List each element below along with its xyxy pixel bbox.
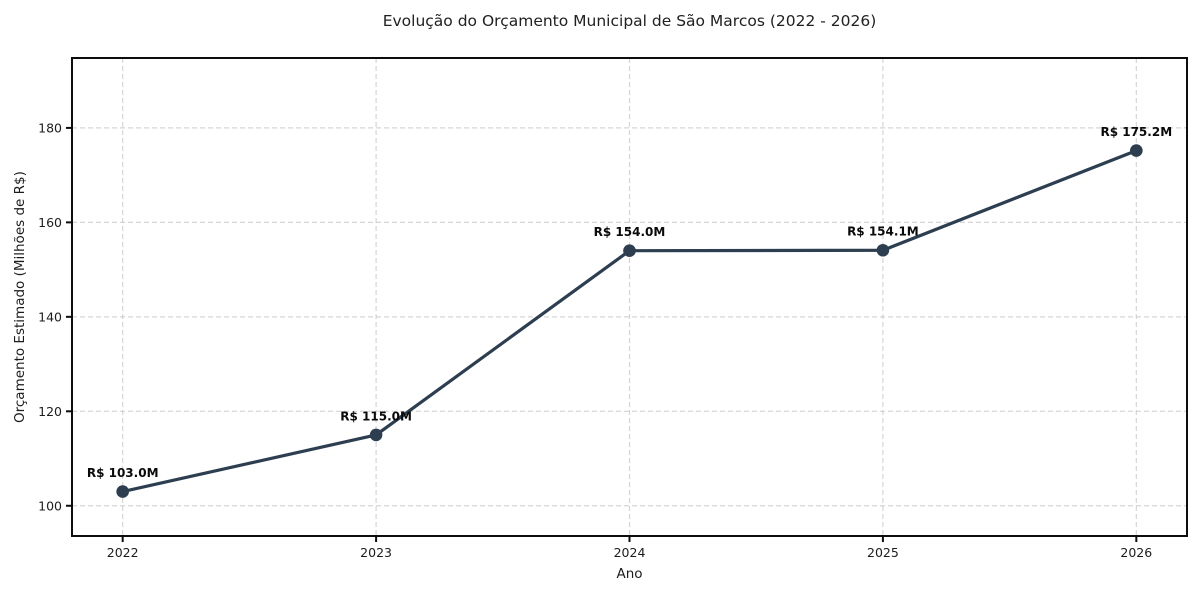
data-point-label: R$ 154.1M (847, 225, 919, 239)
x-tick-label: 2024 (614, 545, 646, 560)
chart-title: Evolução do Orçamento Municipal de São M… (382, 12, 877, 30)
data-point (623, 244, 636, 258)
data-point-label: R$ 115.0M (340, 409, 412, 423)
x-tick-label: 2022 (107, 545, 139, 560)
data-point (876, 243, 890, 257)
data-point (116, 485, 129, 498)
x-axis-label: Ano (616, 566, 643, 582)
data-point-label: R$ 175.2M (1100, 125, 1172, 139)
data-point-label: R$ 154.0M (594, 225, 666, 239)
x-tick-label: 2026 (1120, 545, 1152, 560)
data-point (1130, 144, 1143, 157)
y-tick-label: 180 (38, 120, 62, 135)
y-tick-label: 160 (38, 215, 62, 230)
data-line (121, 148, 1138, 494)
y-tick-label: 140 (38, 309, 62, 324)
data-point (369, 428, 383, 442)
x-tick-label: 2025 (867, 545, 899, 560)
data-point-label: R$ 103.0M (87, 466, 159, 480)
x-tick-label: 2023 (360, 545, 392, 560)
y-tick-label: 120 (38, 404, 62, 419)
y-axis-label: Orçamento Estimado (Milhões de R$) (12, 171, 28, 423)
y-tick-label: 100 (38, 498, 62, 513)
